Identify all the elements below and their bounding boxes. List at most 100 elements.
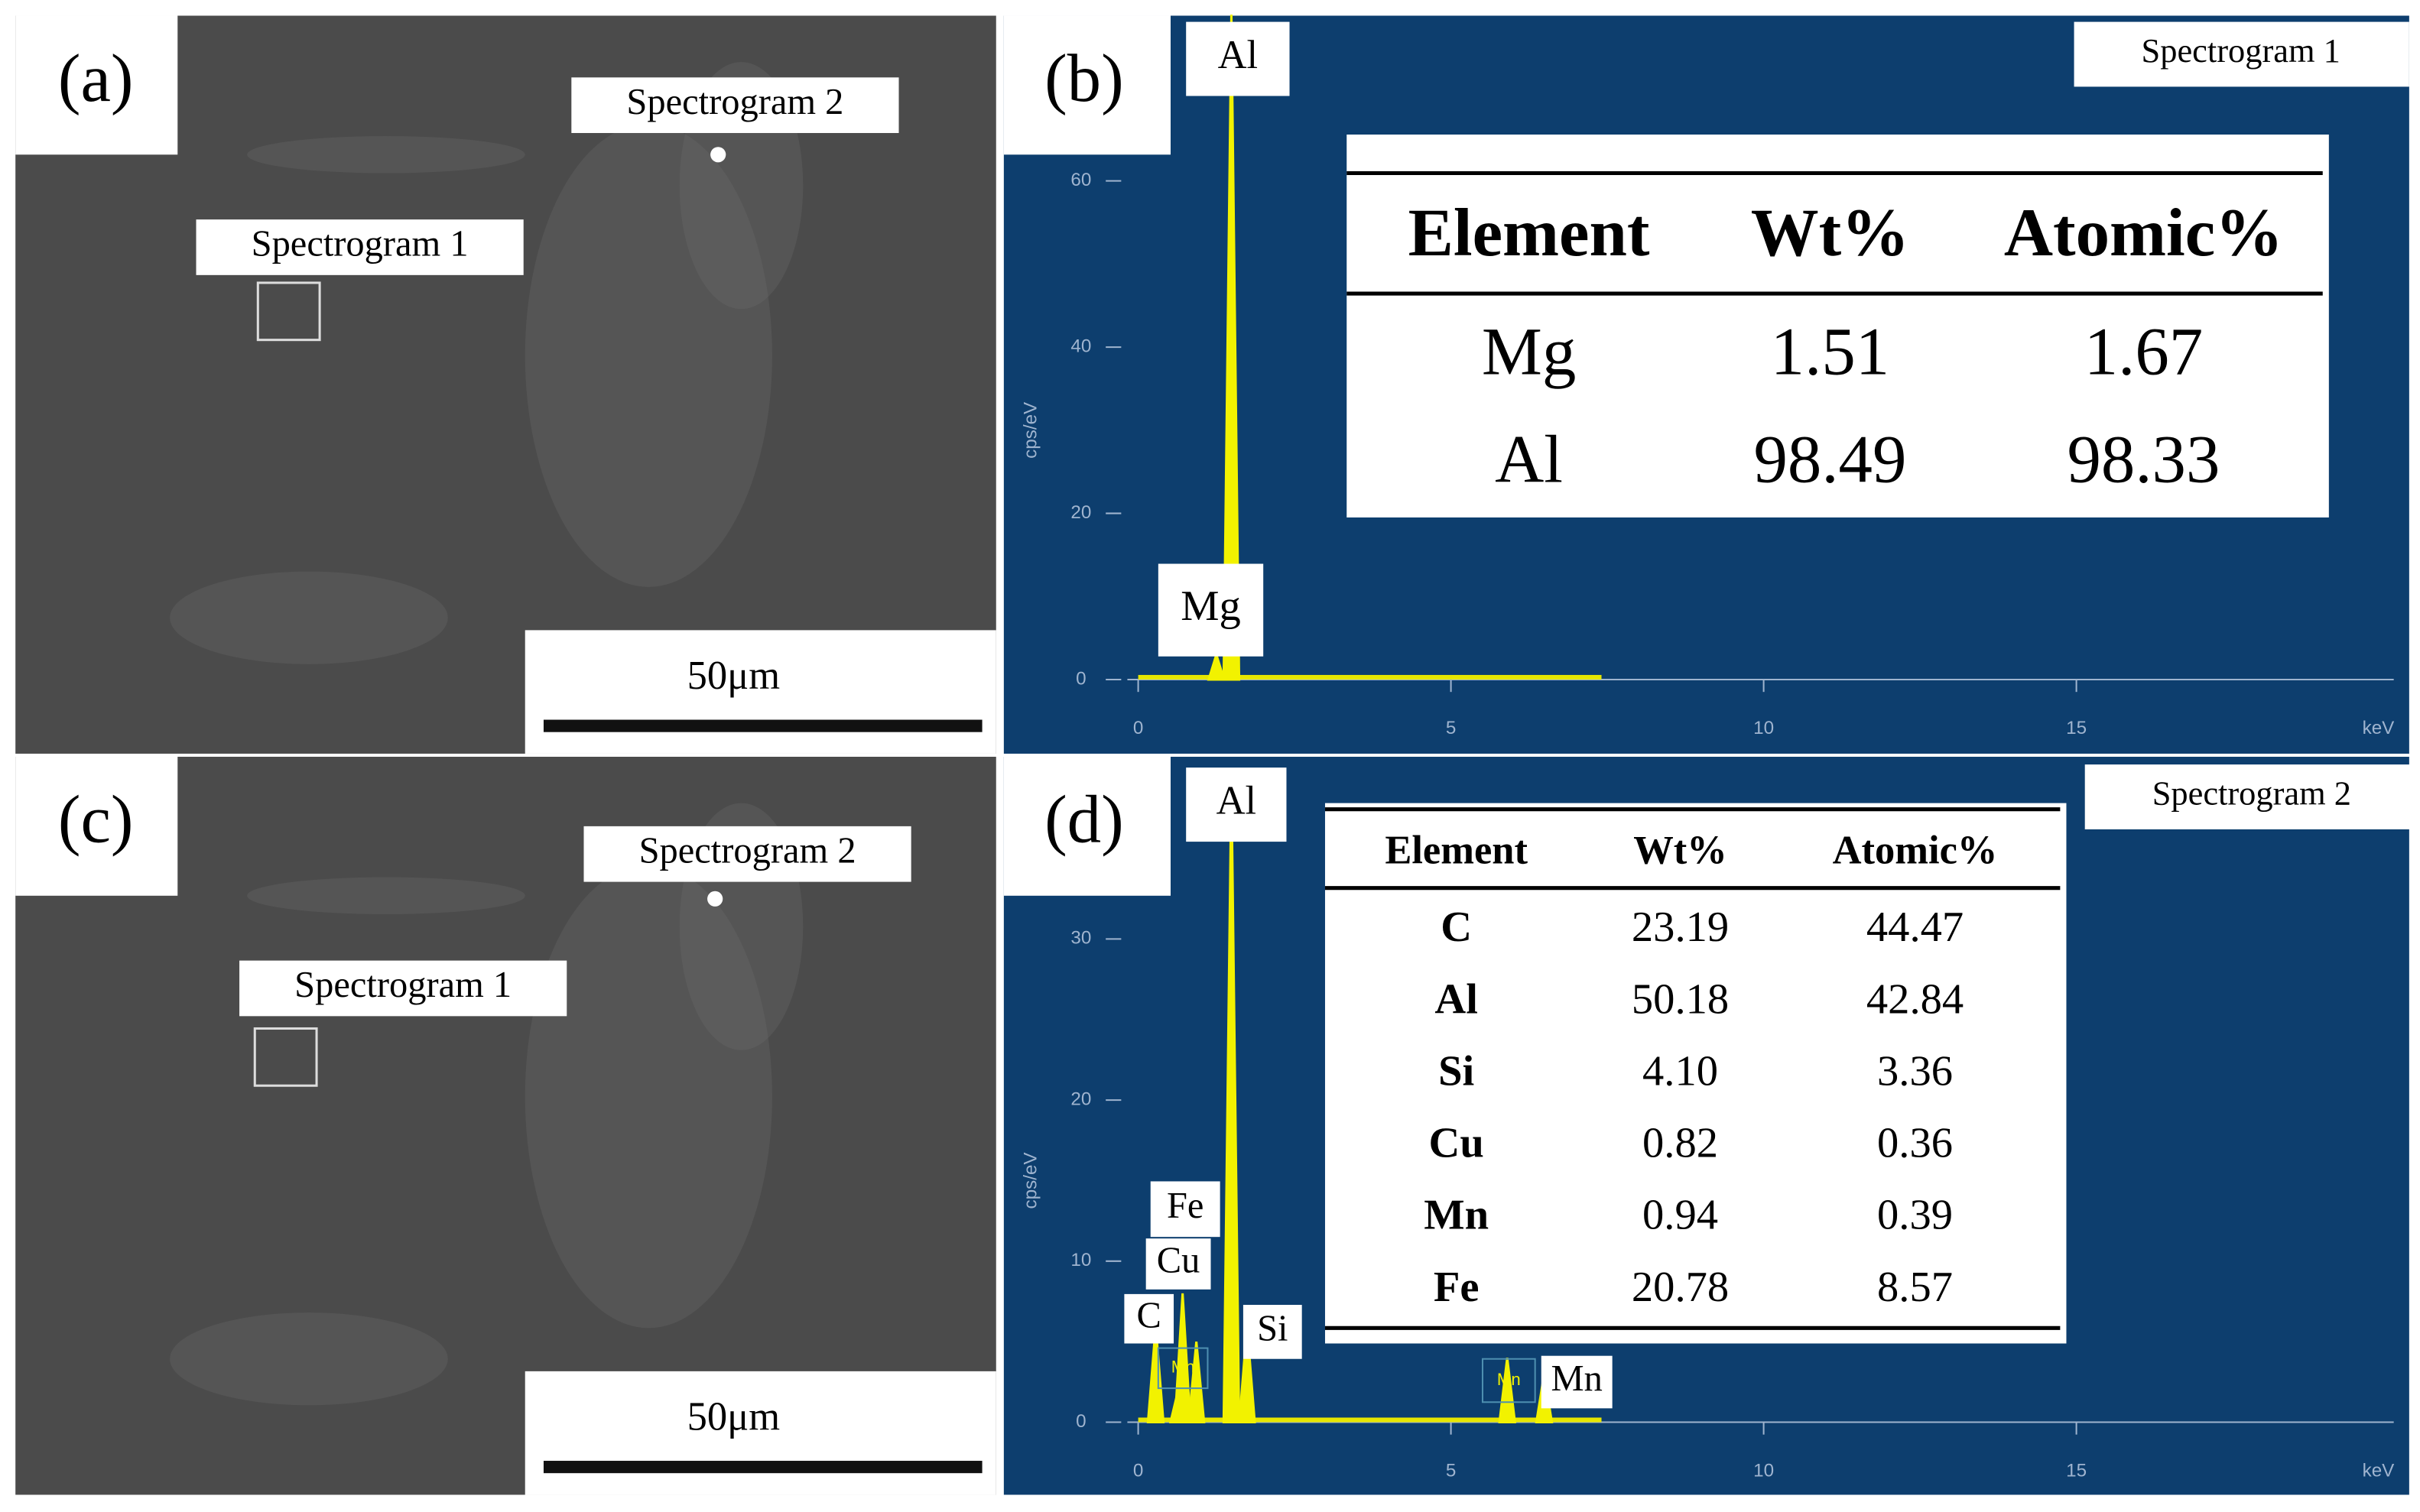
peak-label: Al (1218, 33, 1259, 77)
spectrum-peak (1146, 1325, 1165, 1424)
scale-bar (543, 1461, 983, 1474)
peak-label: Si (1257, 1309, 1288, 1349)
x-tick-label: 15 (2066, 718, 2087, 738)
spectrum-title: Spectrogram 1 (2142, 31, 2340, 70)
table-header: Atomic% (2004, 196, 2283, 271)
table-cell: 98.49 (1753, 423, 1906, 498)
table-cell: Mn (1424, 1192, 1489, 1239)
spot-marker (707, 891, 723, 907)
peak-label-box (1145, 1238, 1211, 1290)
y-tick-label: 20 (1070, 1089, 1091, 1109)
panel-label-box (15, 757, 178, 896)
spectrum-baseline (1138, 674, 1602, 680)
peak-label: Al (1216, 779, 1257, 823)
x-tick-label: 10 (1753, 718, 1774, 738)
peak-label: Mn (1551, 1358, 1603, 1399)
spectrum-peak (1238, 1325, 1256, 1424)
spectrum-title: Spectrogram 2 (2152, 774, 2351, 813)
spectrum-title-box (2074, 21, 2409, 87)
table-cell: 1.51 (1771, 314, 1890, 389)
spectrum-peak (1187, 1342, 1206, 1424)
y-axis-label: cps/eV (1021, 401, 1041, 459)
peak-label: C (1137, 1295, 1161, 1335)
peak-label-box (1481, 1358, 1536, 1403)
table-cell: 8.57 (1877, 1264, 1953, 1311)
y-tick-label: 30 (1070, 928, 1091, 949)
table-background (1324, 803, 2067, 1344)
spectrogram-label-box (571, 77, 899, 134)
spectrum-peak (1222, 15, 1241, 681)
panel-label: (a) (58, 41, 134, 116)
table-cell: 1.67 (2084, 314, 2204, 389)
panel-label: (c) (58, 782, 134, 857)
spectrogram-label-box (583, 826, 911, 882)
peak-label: Cu (1157, 1241, 1200, 1281)
x-tick-label: 15 (2066, 1461, 2087, 1481)
spectrum-peak (1222, 777, 1241, 1424)
y-axis-label: cps/eV (1021, 1152, 1041, 1209)
scale-bar-box (525, 1371, 996, 1495)
table-cell: C (1441, 904, 1472, 951)
peak-label-box (1124, 1293, 1174, 1344)
x-axis-label: keV (2363, 1461, 2396, 1481)
spectrogram-label-box (239, 960, 567, 1017)
sem-texture (247, 136, 525, 174)
spectrum-peak (1168, 1390, 1187, 1424)
spectrogram-label: Spectrogram 2 (626, 82, 843, 122)
peak-label-box (1186, 21, 1290, 96)
scale-bar-label: 50μm (687, 1395, 781, 1439)
peak-label: Mg (1181, 582, 1241, 630)
table-cell: Fe (1434, 1264, 1480, 1311)
table-cell: 23.19 (1632, 904, 1729, 951)
table-cell: 42.84 (1866, 975, 1964, 1023)
x-axis-label: keV (2363, 718, 2396, 738)
sem-texture (170, 1312, 448, 1406)
panel-label-box (1003, 757, 1171, 896)
panel-label: (b) (1044, 41, 1124, 116)
spectrum-peak (1207, 651, 1226, 681)
scale-bar-label: 50μm (687, 654, 781, 698)
table-cell: 0.36 (1877, 1120, 1953, 1167)
table-cell: 0.82 (1642, 1120, 1718, 1167)
y-tick-label: 40 (1070, 336, 1091, 357)
peak-label-box (1541, 1355, 1613, 1409)
panel-label: (d) (1044, 782, 1124, 857)
peak-label-box (1157, 1347, 1209, 1390)
y-tick-label: 60 (1070, 170, 1091, 190)
table-header: Wt% (1633, 828, 1726, 872)
spectrum-peak (1498, 1358, 1517, 1424)
spectrogram-label: Spectrogram 1 (252, 224, 469, 264)
x-tick-label: 5 (1446, 718, 1456, 738)
table-background (1346, 135, 2329, 518)
table-header: Element (1408, 196, 1650, 271)
area-marker (253, 1027, 318, 1087)
peak-label-box (1150, 1181, 1220, 1238)
y-tick-label: 20 (1070, 502, 1091, 523)
table-header: Wt% (1751, 196, 1909, 271)
peak-label: Mn (1497, 1370, 1521, 1389)
scale-bar-box (525, 630, 996, 754)
table-cell: 50.18 (1632, 975, 1729, 1023)
table-cell: Cu (1429, 1120, 1484, 1167)
scale-bar (543, 719, 983, 732)
sem-texture (525, 123, 772, 587)
table-cell: 0.39 (1877, 1192, 1953, 1239)
sem-texture (525, 865, 772, 1329)
y-tick-label: 0 (1076, 1411, 1086, 1432)
spectrogram-label: Spectrogram 1 (294, 965, 512, 1005)
peak-label: Fe (1167, 1186, 1204, 1226)
table-cell: 4.10 (1642, 1047, 1718, 1095)
table-cell: Si (1438, 1047, 1474, 1095)
table-cell: 44.47 (1866, 904, 1964, 951)
x-tick-label: 5 (1446, 1461, 1456, 1481)
sem-texture (247, 877, 525, 915)
x-tick-label: 0 (1133, 718, 1143, 738)
x-tick-label: 10 (1753, 1461, 1774, 1481)
spot-marker (710, 147, 726, 163)
table-header: Element (1385, 828, 1528, 872)
spectrogram-label: Spectrogram 2 (639, 830, 856, 871)
table-cell: 3.36 (1877, 1047, 1953, 1095)
table-cell: 20.78 (1632, 1264, 1729, 1311)
table-cell: Mg (1482, 314, 1576, 389)
